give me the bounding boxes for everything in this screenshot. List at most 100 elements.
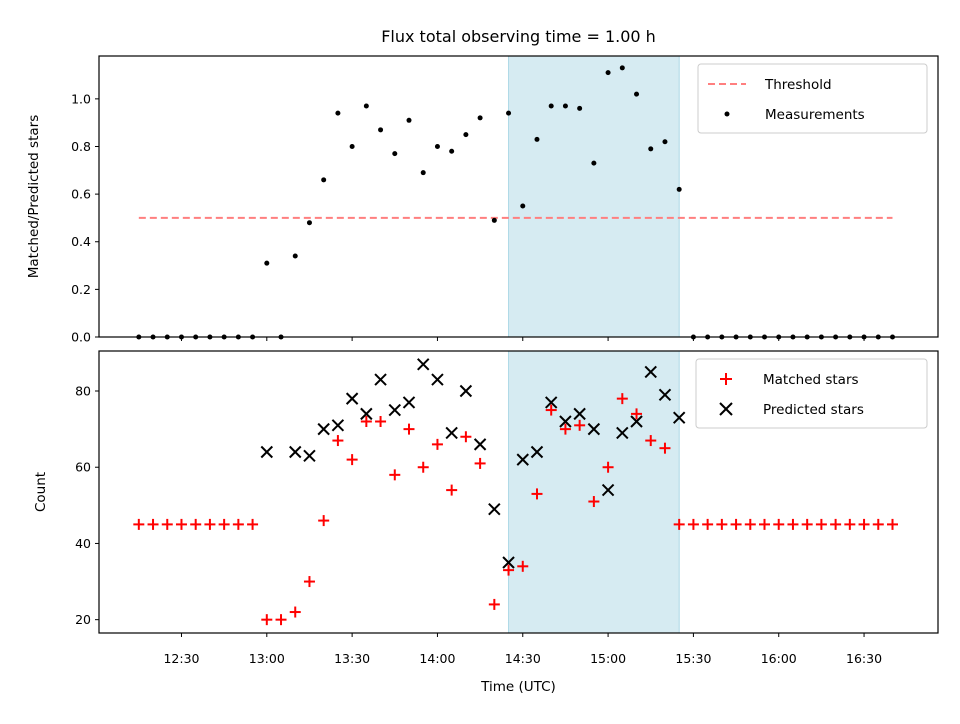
predicted-star-point [431, 373, 444, 386]
measurement-point [463, 132, 469, 138]
predicted-star-point [630, 415, 643, 428]
top-legend: Threshold Measurements [697, 63, 928, 134]
legend-measurements-label: Measurements [765, 107, 865, 123]
matched-star-point [602, 461, 614, 473]
matched-star-point [702, 518, 714, 530]
x-tick-label: 16:00 [761, 651, 797, 666]
bottom-y-tick-label: 20 [75, 612, 91, 627]
predicted-star-point [559, 415, 572, 428]
matched-star-point [588, 496, 600, 508]
legend-predicted-swatch [719, 402, 733, 416]
legend-measurements-swatch [724, 111, 730, 117]
predicted-star-point [473, 438, 487, 451]
matched-star-point [431, 438, 443, 450]
measurement-point [676, 186, 682, 192]
top-y-tick-label: 0.2 [71, 282, 91, 297]
measurement-point [562, 103, 568, 109]
matched-star-point [446, 484, 458, 496]
x-tick-label: 13:30 [334, 651, 370, 666]
top-y-tick-label: 0.4 [71, 234, 91, 249]
predicted-star-point [260, 445, 274, 459]
chart-title: Flux total observing time = 1.00 h [381, 27, 656, 46]
matched-star-point [332, 435, 344, 447]
predicted-star-point [488, 502, 501, 516]
legend-matched-swatch [720, 373, 732, 385]
bottom-x-ticks: 12:30 13:00 13:30 14:00 14:30 15:00 15:30 16:00… [163, 633, 882, 666]
matched-star-point [360, 416, 372, 427]
measurement-point [520, 203, 526, 209]
matched-star-point [247, 518, 259, 530]
measurement-point [619, 65, 625, 71]
measurement-point [434, 143, 440, 149]
matched-star-point [261, 614, 273, 626]
matched-star-point [375, 416, 387, 427]
matched-star-point [872, 518, 884, 530]
measurement-point [321, 177, 327, 183]
top-y-tick-label: 0.8 [71, 139, 91, 154]
predicted-star-point [289, 445, 302, 459]
bottom-y-tick-label: 40 [75, 536, 91, 551]
measurement-point [605, 70, 611, 76]
measurement-point [378, 127, 384, 133]
matched-star-point [218, 518, 230, 530]
matched-star-point [417, 461, 429, 473]
matched-star-point [858, 518, 870, 530]
measurement-point [449, 148, 455, 154]
top-y-tick-label: 1.0 [71, 91, 91, 106]
matched-star-point [318, 515, 330, 527]
measurement-point [662, 139, 668, 145]
matched-star-point [659, 442, 671, 454]
matched-star-point [631, 408, 643, 420]
bottom-y-tick-label: 60 [75, 460, 91, 475]
measurement-point [534, 136, 540, 142]
matched-star-point [830, 518, 842, 530]
matched-star-point [574, 419, 586, 431]
matched-star-point [801, 518, 813, 530]
measurement-point [335, 110, 341, 116]
predicted-star-point [544, 396, 558, 409]
x-tick-label: 13:00 [249, 651, 285, 666]
matched-star-point [474, 457, 486, 469]
matched-star-point [559, 423, 571, 435]
predicted-star-point [644, 365, 657, 379]
matched-star-point [787, 518, 799, 530]
predicted-star-point [672, 411, 686, 424]
predicted-star-point [417, 358, 430, 371]
matched-star-point [773, 518, 785, 530]
predicted-star-point [445, 426, 458, 440]
matched-star-point [503, 564, 515, 576]
matched-star-point [815, 518, 827, 530]
measurement-point [648, 146, 654, 152]
measurement-point [477, 115, 483, 121]
predicted-star-point [516, 453, 529, 466]
bottom-legend-box [695, 358, 928, 429]
matched-star-point [687, 518, 699, 530]
matched-star-point [744, 518, 756, 530]
bottom-legend: Matched stars Predicted stars [695, 358, 928, 429]
predicted-star-point [616, 426, 629, 440]
matched-star-point [545, 404, 557, 416]
matched-star-point [289, 606, 301, 618]
matched-star-point [161, 518, 173, 530]
matched-star-point [133, 518, 145, 530]
x-tick-label: 14:30 [505, 651, 541, 666]
top-y-axis-label: Matched/Predicted stars [26, 115, 42, 278]
matched-star-point [346, 454, 358, 466]
top-y-tick-label: 0.0 [71, 330, 91, 345]
top-panel: 0.0 0.2 0.4 0.6 0.8 1.0 Matched/Predicted sta… [26, 55, 939, 345]
matched-star-point [616, 393, 628, 405]
legend-threshold-label: Threshold [764, 77, 832, 93]
predicted-star-point [573, 407, 586, 421]
predicted-star-point [502, 556, 515, 569]
matched-star-point [275, 614, 287, 626]
predicted-star-point [331, 419, 345, 432]
matched-star-point [147, 518, 159, 530]
predicted-star-point [360, 407, 373, 421]
predicted-star-point [402, 396, 416, 409]
matched-star-point [488, 598, 500, 610]
top-legend-box [697, 63, 928, 134]
x-tick-label: 15:00 [590, 651, 626, 666]
bottom-y-tick-label: 80 [75, 384, 91, 399]
